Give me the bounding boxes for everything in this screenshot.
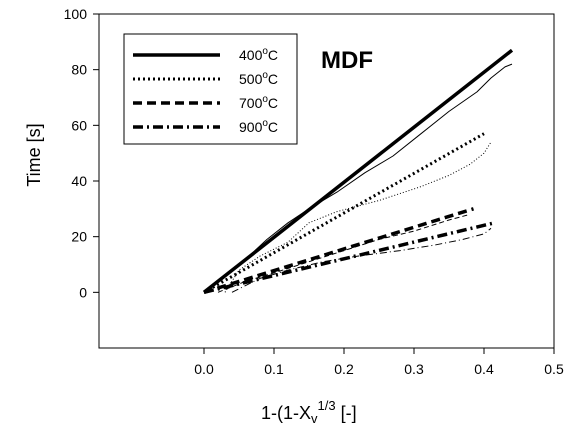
legend-label: 400oC (239, 46, 278, 63)
y-tick-label: 0 (79, 284, 87, 300)
series-fit-line (203, 132, 485, 294)
axes: 0 20 40 60 80 100 0.0 0.1 0.2 0.3 0.4 0.5 (64, 6, 564, 377)
series-2 (203, 132, 492, 294)
legend-label: 700oC (239, 94, 278, 111)
legend-label: 500oC (239, 70, 278, 87)
x-tick-label: 0.1 (264, 361, 284, 377)
series-fit-line (203, 207, 475, 294)
x-tick-label: 0.2 (334, 361, 354, 377)
y-tick-label: 100 (64, 6, 88, 22)
series-3 (203, 207, 475, 294)
legend: 400oC 500oC 700oC 900oC (123, 33, 298, 145)
legend-box (123, 33, 298, 145)
series-layer (202, 48, 514, 295)
x-axis-label: 1-(1-Xv1/3 [-] (261, 398, 357, 426)
x-tick-label: 0.4 (474, 361, 494, 377)
y-tick-label: 40 (71, 173, 87, 189)
series-measured-line (231, 227, 492, 293)
series-4 (203, 221, 495, 295)
x-tick-label: 0.0 (194, 361, 214, 377)
series-fit-line (202, 48, 514, 294)
legend-label: 900oC (239, 118, 278, 135)
x-tick-label: 0.3 (404, 361, 424, 377)
annotation-mdf: MDF (321, 47, 373, 74)
series-1 (202, 48, 514, 294)
x-tick-label: 0.5 (544, 361, 564, 377)
y-tick-label: 20 (71, 229, 87, 245)
y-axis-label: Time [s] (24, 123, 44, 186)
series-fit-line (203, 221, 495, 295)
y-tick-label: 60 (71, 117, 87, 133)
y-tick-label: 80 (71, 62, 87, 78)
